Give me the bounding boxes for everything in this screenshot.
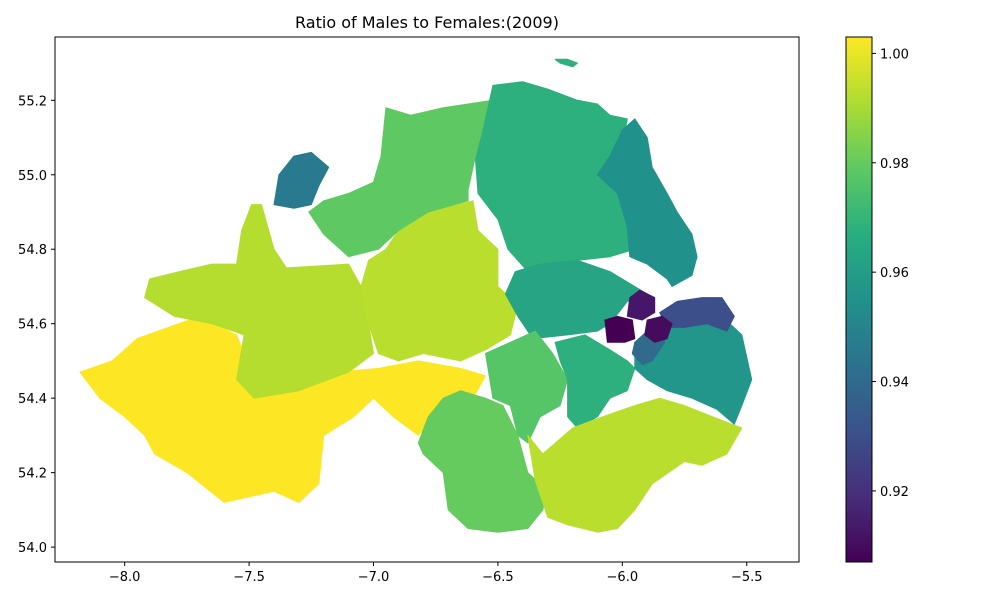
y-tick-label: 54.8 xyxy=(18,243,47,258)
colorbar: 0.92 0.94 0.96 0.98 1.00 xyxy=(845,36,909,563)
colorbar-ticks: 0.92 0.94 0.96 0.98 1.00 xyxy=(872,47,909,500)
x-tick-label: −6.5 xyxy=(482,570,514,585)
colorbar-tick-label: 0.96 xyxy=(880,266,909,281)
colorbar-gradient xyxy=(846,37,872,562)
y-tick-label: 54.0 xyxy=(18,541,47,556)
colorbar-tick-label: 0.94 xyxy=(880,376,909,391)
map-region xyxy=(554,58,578,68)
map-region xyxy=(273,151,330,209)
x-tick-label: −6.0 xyxy=(607,570,639,585)
map-region xyxy=(604,315,636,343)
map-regions xyxy=(79,58,753,533)
map-region xyxy=(659,297,735,332)
map-region xyxy=(626,289,656,321)
y-tick-label: 55.0 xyxy=(18,169,47,184)
map-region xyxy=(554,334,636,429)
map-region xyxy=(644,315,673,343)
y-tick-label: 54.4 xyxy=(18,392,47,407)
map-region xyxy=(527,397,743,533)
colorbar-tick-label: 0.98 xyxy=(880,157,909,172)
y-tick-label: 54.6 xyxy=(18,318,47,333)
y-tick-label: 55.2 xyxy=(18,94,47,109)
x-axis: −8.0 −7.5 −7.0 −6.5 −6.0 −5.5 xyxy=(109,562,763,585)
x-tick-label: −5.5 xyxy=(731,570,763,585)
map-region xyxy=(596,118,698,287)
map-region xyxy=(485,330,569,444)
chart-title: Ratio of Males to Females:(2009) xyxy=(295,13,559,32)
x-tick-label: −7.0 xyxy=(358,570,390,585)
map-region xyxy=(144,204,374,399)
x-tick-label: −8.0 xyxy=(109,570,141,585)
y-tick-label: 54.2 xyxy=(18,467,47,482)
colorbar-tick-label: 1.00 xyxy=(880,47,909,62)
x-tick-label: −7.5 xyxy=(233,570,265,585)
plot-frame xyxy=(54,36,800,563)
colorbar-tick-label: 0.92 xyxy=(880,485,909,500)
colorbar-frame xyxy=(845,36,873,563)
y-axis: 54.0 54.2 54.4 54.6 54.8 55.0 55.2 xyxy=(18,94,55,556)
